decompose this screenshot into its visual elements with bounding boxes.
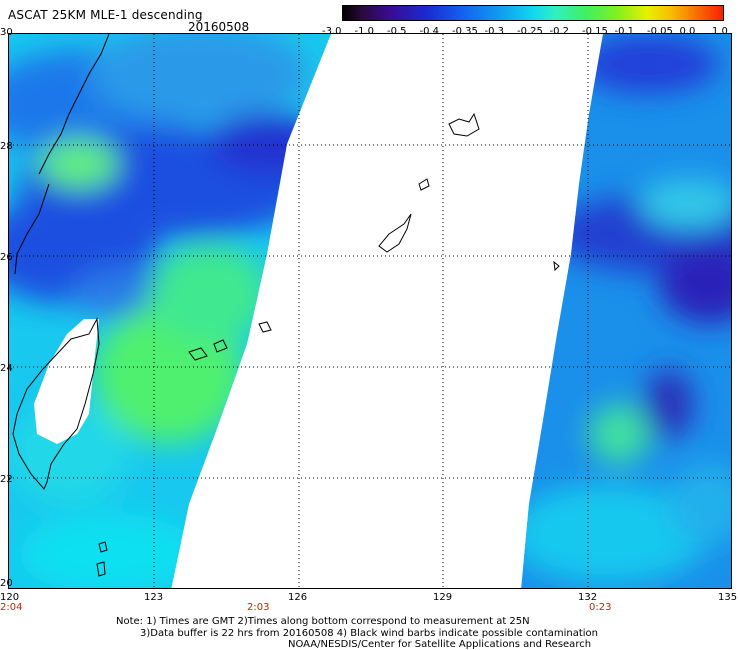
map-title: ASCAT 25KM MLE-1 descending	[8, 8, 203, 22]
map-plot	[8, 33, 732, 589]
colorbar-tick-label: -0.25	[517, 26, 543, 37]
longitude-label: 129	[433, 592, 453, 603]
colorbar-gradient	[343, 6, 723, 20]
map-date: 20160508	[188, 20, 250, 34]
footnote-line-2: 3)Data buffer is 22 hrs from 20160508 4)…	[140, 628, 598, 639]
graticule	[9, 34, 731, 588]
longitude-label: 123	[144, 592, 164, 603]
longitude-label: 126	[288, 592, 308, 603]
colorbar-tick-label: -0.2	[549, 26, 570, 37]
colorbar	[342, 5, 724, 21]
colorbar-tick-label: -0.35	[452, 26, 478, 37]
colorbar-tick-label: -1.0	[354, 26, 375, 37]
colorbar-tick-label: -0.1	[614, 26, 635, 37]
kyushu-island	[448, 112, 480, 137]
colorbar-tick-label: -0.4	[419, 26, 440, 37]
coastlines	[12, 34, 560, 577]
latitude-label: 22	[0, 474, 13, 485]
footnote-line-1: Note: 1) Times are GMT 2)Times along bot…	[116, 616, 530, 627]
colorbar-tick-label: -0.15	[582, 26, 608, 37]
colorbar-tick-label: -0.5	[387, 26, 407, 37]
footnote-line-3: NOAA/NESDIS/Center for Satellite Applica…	[288, 639, 592, 650]
latitude-label: 20	[0, 578, 13, 589]
colorbar-tick-label: -0.05	[647, 26, 673, 37]
colorbar-tick-label: -3.0	[322, 26, 342, 37]
latitude-label: 24	[0, 363, 13, 374]
taiwan-nodata	[34, 319, 99, 444]
pass-time-label: 2:03	[247, 602, 270, 613]
colorbar-tick-label: 0.0	[679, 26, 696, 37]
map-canvas	[9, 34, 731, 588]
longitude-label: 132	[578, 592, 598, 603]
pass-time-label: 2:04	[0, 602, 23, 613]
pass-time-label: 0:23	[589, 602, 612, 613]
longitude-label: 120	[0, 592, 20, 603]
swath-left	[9, 34, 331, 588]
longitude-label: 135	[718, 592, 738, 603]
latitude-label: 28	[0, 141, 13, 152]
swath-right	[521, 34, 731, 588]
colorbar-tick-label: -0.3	[484, 26, 505, 37]
taiwan-coast	[12, 317, 100, 490]
colorbar-tick-label: 1.0	[712, 26, 728, 37]
latitude-label: 30	[0, 27, 13, 38]
okinawa-island	[378, 213, 412, 253]
latitude-label: 26	[0, 252, 13, 263]
